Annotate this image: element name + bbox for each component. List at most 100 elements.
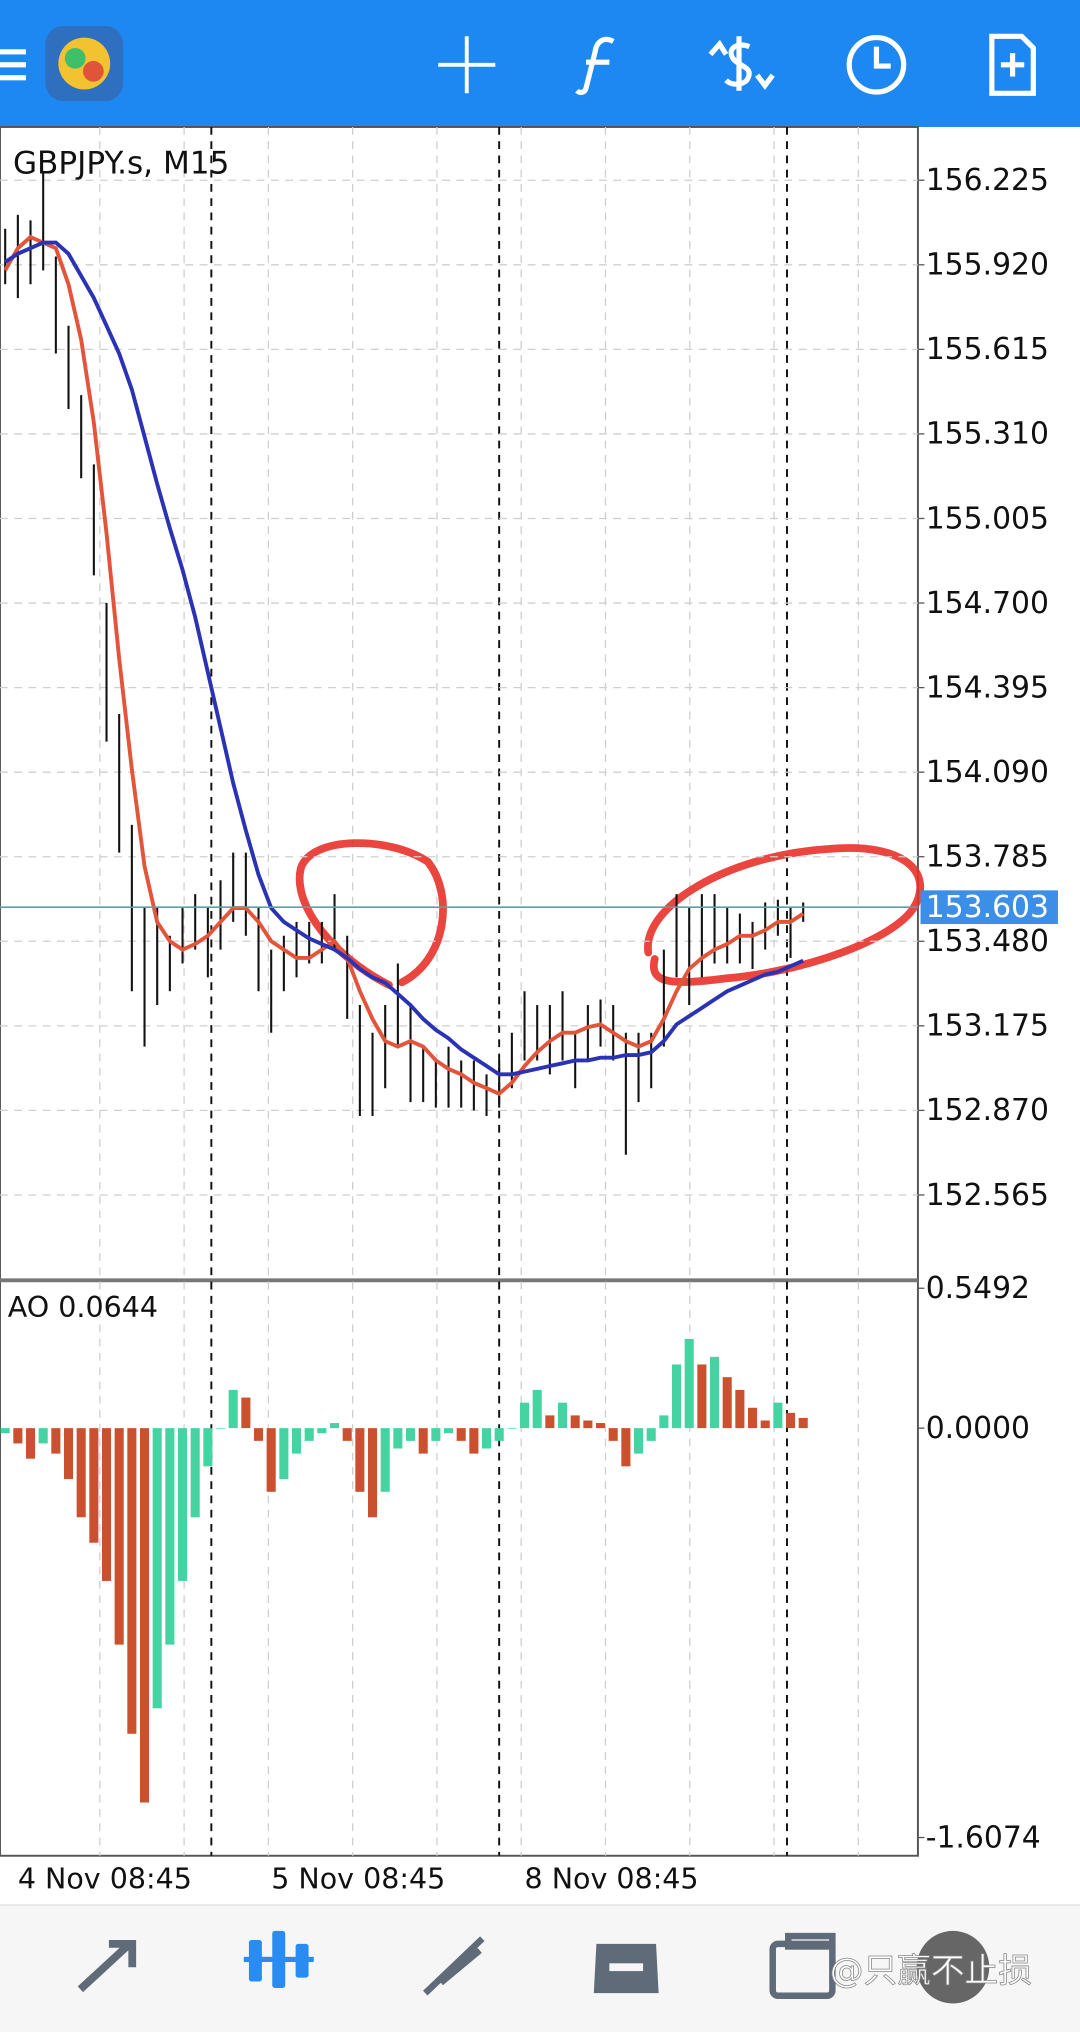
day-separators [210,127,788,1856]
ao-bar [215,1428,226,1429]
ao-bar [63,1428,74,1480]
ao-bar [469,1428,479,1454]
ao-bar [722,1377,732,1429]
ao-bar [418,1428,428,1454]
ao-bar [177,1428,188,1581]
ao-bar [659,1415,669,1429]
crosshair-button[interactable] [438,36,496,94]
ao-bar [545,1415,555,1429]
x-tick-label: 4 Nov 08:45 [18,1862,192,1895]
y-tick-label: -1.6074 [926,1820,1041,1855]
ao-bar [798,1417,808,1429]
history-tab[interactable] [593,1943,659,1994]
ao-bar [684,1338,694,1429]
y-tick-label: 156.225 [926,163,1049,198]
current-price-label: 153.603 [926,890,1049,925]
ao-bar [507,1428,517,1429]
ao-bar [786,1412,796,1429]
x-tick-label: 5 Nov 08:45 [271,1862,445,1895]
x-tick-label: 8 Nov 08:45 [525,1862,699,1895]
ao-bar [329,1423,340,1429]
y-tick-label: 154.395 [926,670,1049,705]
y-tick-label: 155.005 [926,501,1049,536]
menu-button[interactable] [0,49,26,81]
messages-tab[interactable] [769,1932,836,1999]
avatar[interactable] [916,1930,990,2004]
new-order-button[interactable] [989,33,1036,96]
ao-bar [253,1428,264,1441]
chart-tab[interactable] [243,1930,314,1988]
ao-bar [51,1428,61,1454]
ao-bar [393,1428,403,1449]
ao-bar [291,1428,302,1454]
ao-bar [532,1389,542,1429]
ao-bar [152,1428,162,1709]
chart-frame [0,126,919,1857]
ao-bar [570,1415,580,1429]
ao-bar [443,1428,454,1434]
y-tick-label: 155.310 [926,417,1049,452]
ao-bar [557,1402,568,1429]
ao-bar [25,1428,36,1459]
ao-bar [595,1423,606,1429]
ao-bar [456,1428,466,1441]
ao-bar [342,1428,352,1441]
trade-tab[interactable] [423,1936,485,1996]
y-tick-label: 152.870 [926,1093,1049,1128]
ao-bar [101,1428,112,1581]
y-tick-label: 153.175 [926,1009,1049,1044]
current-price-box [920,890,1058,925]
y-tick-label: 155.920 [926,248,1049,283]
ao-bar [608,1428,618,1441]
ao-bar [114,1428,124,1645]
ao-bar [646,1428,656,1441]
ao-bar [76,1428,86,1518]
quotes-tab[interactable] [77,1939,137,1993]
bottom-nav [0,1905,1080,2032]
trade-button[interactable] [708,36,775,91]
watermark: @只赢不止损 [830,1951,1032,1990]
toolbar [0,0,1080,127]
ao-bar [139,1428,150,1803]
y-tick-label: 0.0000 [926,1411,1030,1446]
ao-bar [494,1428,504,1441]
ao-bar [380,1428,390,1492]
ao-bar [304,1428,314,1441]
ao-bar [583,1420,593,1429]
ao-bar [317,1428,327,1434]
ao-bar [0,1428,10,1434]
ao-bar [165,1428,175,1645]
ao-bar [89,1428,99,1543]
ao-bar [735,1389,745,1429]
ao-bar [241,1397,251,1429]
moving-average-line [3,234,805,1097]
ao-bar [709,1356,720,1429]
moving-average-line [4,240,804,1077]
ao-bar [228,1389,238,1429]
history-button[interactable] [846,34,907,95]
ao-bar [760,1420,770,1429]
app-logo[interactable] [45,25,124,102]
y-tick-label: 153.480 [926,924,1049,959]
ao-bar [13,1428,23,1444]
ao-bar [748,1407,758,1429]
y-tick-label: 0.5492 [926,1271,1030,1306]
ao-bar [519,1402,530,1429]
ao-bar [671,1364,682,1429]
ao-bar [633,1428,644,1454]
y-tick-label: 155.615 [926,332,1049,367]
y-tick-label: 153.785 [926,840,1049,875]
ao-bar [279,1428,289,1480]
ao-title: AO 0.0644 [8,1291,158,1324]
ao-bar [405,1428,416,1441]
y-tick-label: 152.565 [926,1178,1049,1213]
ao-bar [697,1364,707,1429]
y-tick-label: 154.700 [926,586,1049,621]
ao-bar [266,1428,276,1492]
ao-bar [127,1428,137,1734]
indicators-button[interactable] [575,36,615,95]
ao-bar [38,1428,48,1444]
ao-bar [481,1428,492,1449]
